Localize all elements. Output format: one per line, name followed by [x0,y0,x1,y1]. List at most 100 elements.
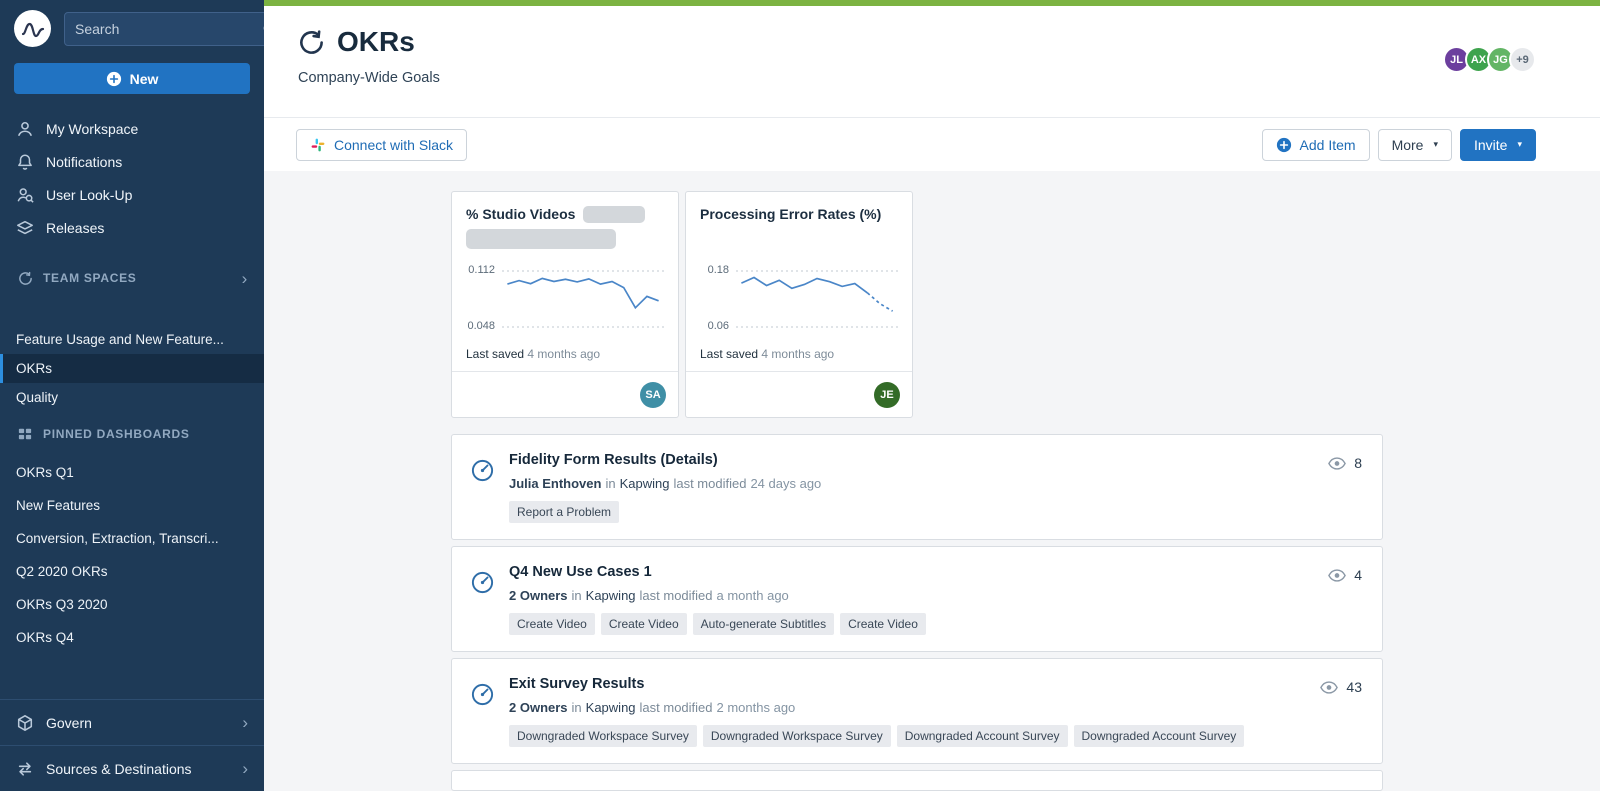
view-count: 8 [1328,455,1362,471]
sidebar-item-notifications[interactable]: Notifications [0,145,264,178]
workspace-link[interactable]: Kapwing [585,700,636,715]
dashboard-gauge-icon [470,570,495,595]
more-button[interactable]: More ▾ [1377,128,1452,161]
chart-plot: 0.18 0.06 [700,257,898,341]
dashboard-title[interactable]: Q4 New Use Cases 1 [509,564,652,580]
tag-list: Create Video Create Video Auto-generate … [509,613,1328,635]
meta-text: in [605,476,616,491]
redacted-text [466,229,616,249]
modified-time: 2 months ago [716,700,796,715]
redacted-text [583,205,646,223]
chart-card-footer: JE [686,371,912,417]
chart-title: % Studio Videos [466,206,576,222]
workspace-link[interactable]: Kapwing [619,476,670,491]
main-area: OKRs Company-Wide Goals JL AX JG +9 Conn… [264,0,1600,791]
meta-text: last modified [673,476,747,491]
chart-title: Processing Error Rates (%) [700,206,882,222]
sidebar-item-my-workspace[interactable]: My Workspace [0,112,264,145]
invite-button[interactable]: Invite ▾ [1460,128,1536,161]
sidebar-item-sources-destinations[interactable]: Sources & Destinations › [0,745,264,791]
pinned-dashboards-header[interactable]: PINNED DASHBOARDS [0,420,264,448]
dashboard-meta: 2 Owners in Kapwing last modified 2 mont… [509,700,1320,715]
avatar-overflow[interactable]: +9 [1509,46,1536,73]
space-cycle-icon [298,29,325,56]
amplitude-logo-icon [21,22,44,37]
avatar[interactable]: AX [1465,46,1492,73]
avatar[interactable]: SA [640,381,666,408]
dashboard-title[interactable]: Fidelity Form Results (Details) [509,452,718,468]
tag[interactable]: Create Video [600,613,687,635]
sidebar-item-okrs-q4[interactable]: OKRs Q4 [16,630,74,645]
meta-text: in [571,588,582,603]
chart-plot: 0.112 0.048 [466,257,664,341]
chevron-right-icon: › [242,712,248,732]
sidebar-item-conversion[interactable]: Conversion, Extraction, Transcri... [16,531,219,546]
last-saved: Last saved 4 months ago [700,347,835,361]
view-count: 4 [1328,567,1362,583]
tag[interactable]: Downgraded Workspace Survey [702,725,891,747]
dashboard-row[interactable]: Fidelity Form Results (Details) Julia En… [451,434,1383,540]
tag[interactable]: Create Video [840,613,926,635]
chart-card-studio-videos[interactable]: % Studio Videos 0.112 0.048 [451,191,679,418]
connect-slack-button[interactable]: Connect with Slack [296,128,468,161]
sidebar-item-govern[interactable]: Govern › [0,699,264,745]
sidebar-item-okrs-q1[interactable]: OKRs Q1 [16,465,74,480]
pinned-dashboards-section: PINNED DASHBOARDS OKRs Q1 New Features C… [0,412,264,654]
sidebar-item-okrs-q3-2020[interactable]: OKRs Q3 2020 [16,597,108,612]
sidebar-item-feature-usage[interactable]: Feature Usage and New Feature... [16,332,224,347]
avatar[interactable]: JE [874,381,900,408]
sparkline-chart [502,257,664,341]
meta-text: last modified [639,700,713,715]
sidebar-item-label: Notifications [46,153,123,170]
dashboard-row-partial[interactable] [451,770,1383,791]
page-subtitle: Company-Wide Goals [298,70,440,86]
search-box[interactable] [64,11,264,46]
workspace-link[interactable]: Kapwing [585,588,636,603]
tag[interactable]: Create Video [509,613,595,635]
tag-list: Downgraded Workspace Survey Downgraded W… [509,725,1320,747]
sidebar-item-quality[interactable]: Quality [16,390,59,405]
tag[interactable]: Report a Problem [509,501,620,523]
page-header: OKRs Company-Wide Goals JL AX JG +9 [264,6,1600,118]
sidebar-item-user-lookup[interactable]: User Look-Up [0,178,264,211]
team-spaces-header[interactable]: TEAM SPACES › [0,264,264,292]
team-spaces-title: TEAM SPACES [43,271,137,285]
tag[interactable]: Downgraded Workspace Survey [509,725,697,747]
app-logo[interactable] [14,10,51,47]
tag-list: Report a Problem [509,501,1328,523]
sidebar: New My Workspace Notifications User Look… [0,0,264,791]
sidebar-item-label: Govern [46,714,92,731]
sparkline-chart [736,257,898,341]
owner-link[interactable]: 2 Owners [509,588,568,603]
owner-link[interactable]: Julia Enthoven [509,476,602,491]
add-item-button[interactable]: Add Item [1261,128,1370,161]
plus-circle-icon [106,71,121,86]
y-axis-tick: 0.18 [707,264,729,276]
sidebar-item-q2-2020-okrs[interactable]: Q2 2020 OKRs [16,564,108,579]
dashboard-row[interactable]: Exit Survey Results 2 Owners in Kapwing … [451,658,1383,764]
dashboard-row[interactable]: Q4 New Use Cases 1 2 Owners in Kapwing l… [451,546,1383,652]
tag[interactable]: Auto-generate Subtitles [692,613,835,635]
layers-icon [16,219,34,237]
toolbar: Connect with Slack Add Item More ▾ Invit… [264,118,1600,171]
eye-icon [1328,568,1347,582]
sidebar-item-okrs[interactable]: OKRs [0,354,264,383]
owner-link[interactable]: 2 Owners [509,700,568,715]
chart-cards-row: % Studio Videos 0.112 0.048 [451,191,1600,418]
sidebar-item-new-features[interactable]: New Features [16,498,101,513]
view-count: 43 [1320,679,1362,695]
member-avatars[interactable]: JL AX JG +9 [1443,46,1536,73]
chevron-right-icon[interactable]: › [241,268,248,288]
dashboard-title[interactable]: Exit Survey Results [509,676,645,692]
tag[interactable]: Downgraded Account Survey [896,725,1068,747]
sidebar-item-label: My Workspace [46,120,139,137]
tag[interactable]: Downgraded Account Survey [1073,725,1245,747]
chevron-down-icon: ▾ [1517,139,1522,149]
sidebar-top [0,0,264,47]
new-button[interactable]: New [14,63,250,94]
chart-card-error-rates[interactable]: Processing Error Rates (%) 0.18 0.06 [685,191,913,418]
search-input[interactable] [75,20,256,37]
y-axis-tick: 0.048 [467,320,495,332]
sidebar-item-releases[interactable]: Releases [0,211,264,244]
page-title: OKRs [337,26,415,57]
